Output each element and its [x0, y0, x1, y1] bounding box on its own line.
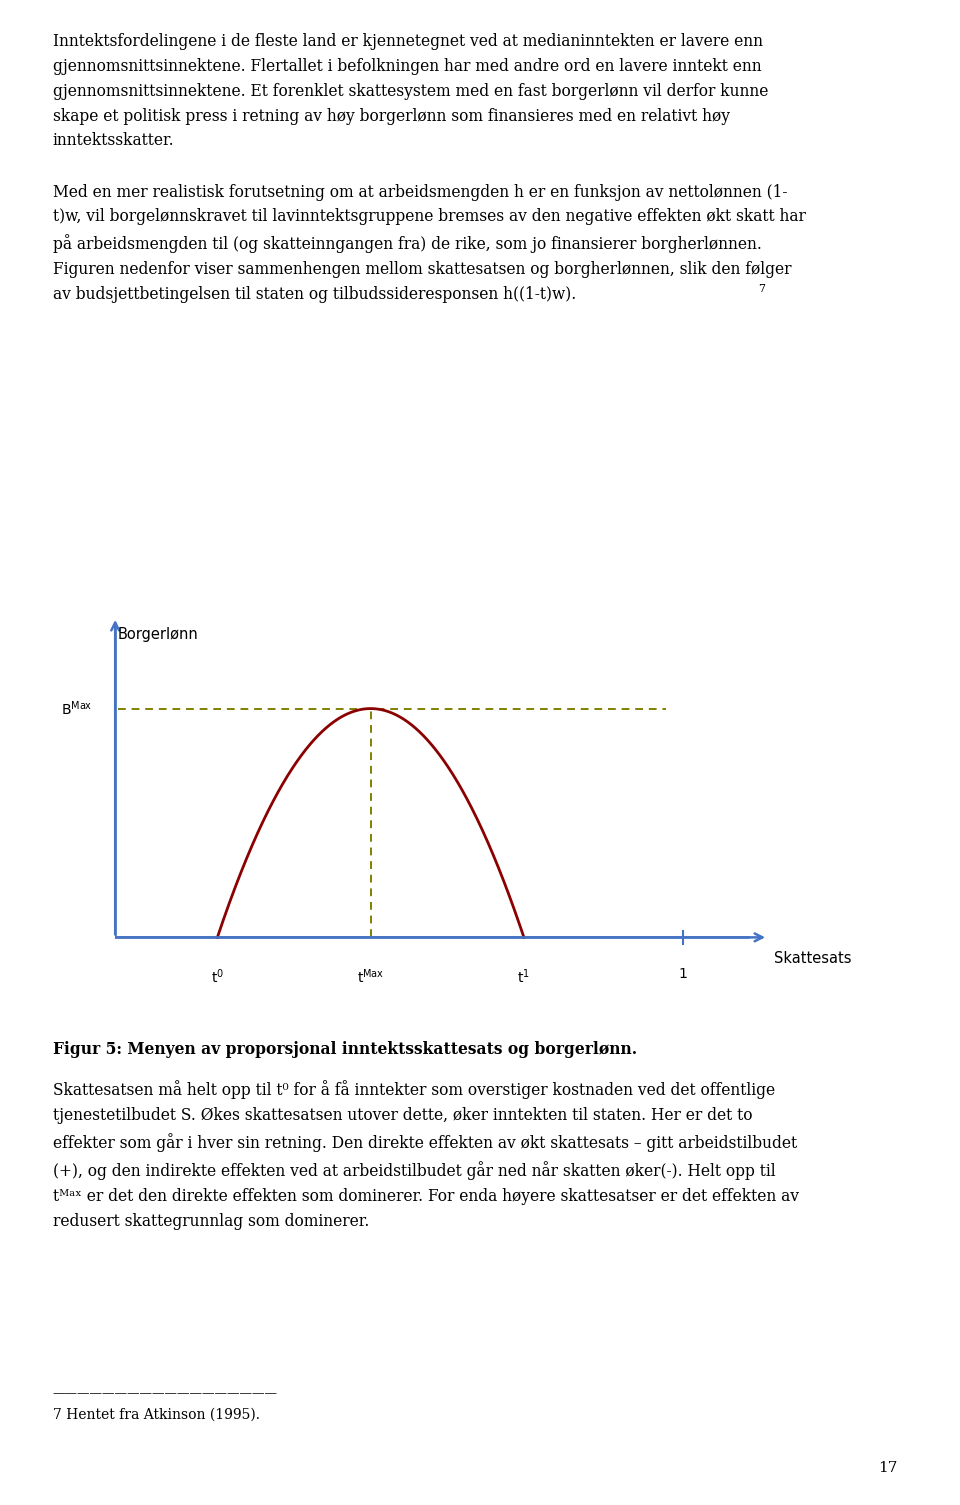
- Text: B$^{\mathregular{Max}}$: B$^{\mathregular{Max}}$: [61, 700, 92, 718]
- Text: 17: 17: [878, 1461, 898, 1475]
- Text: t$^{\mathregular{1}}$: t$^{\mathregular{1}}$: [517, 968, 530, 986]
- Text: 7 Hentet fra Atkinson (1995).: 7 Hentet fra Atkinson (1995).: [53, 1407, 260, 1421]
- Text: t$^{\mathregular{Max}}$: t$^{\mathregular{Max}}$: [357, 968, 384, 986]
- Text: Skattesatsen må helt opp til t⁰ for å få inntekter som overstiger kostnaden ved : Skattesatsen må helt opp til t⁰ for å få…: [53, 1081, 799, 1230]
- Text: Borgerlønn: Borgerlønn: [118, 626, 199, 641]
- Text: 1: 1: [679, 968, 687, 981]
- Text: Figur 5: Menyen av proporsjonal inntektsskattesats og borgerlønn.: Figur 5: Menyen av proporsjonal inntekts…: [53, 1041, 636, 1058]
- Text: t$^{\mathregular{0}}$: t$^{\mathregular{0}}$: [211, 968, 224, 986]
- Text: Med en mer realistisk forutsetning om at arbeidsmengden h er en funksjon av nett: Med en mer realistisk forutsetning om at…: [53, 184, 805, 303]
- Text: 7: 7: [758, 283, 765, 293]
- Text: ——————————————————: ——————————————————: [53, 1388, 277, 1401]
- Text: Skattesats: Skattesats: [774, 951, 852, 966]
- Text: Inntektsfordelingene i de fleste land er kjennetegnet ved at medianinntekten er : Inntektsfordelingene i de fleste land er…: [53, 33, 768, 149]
